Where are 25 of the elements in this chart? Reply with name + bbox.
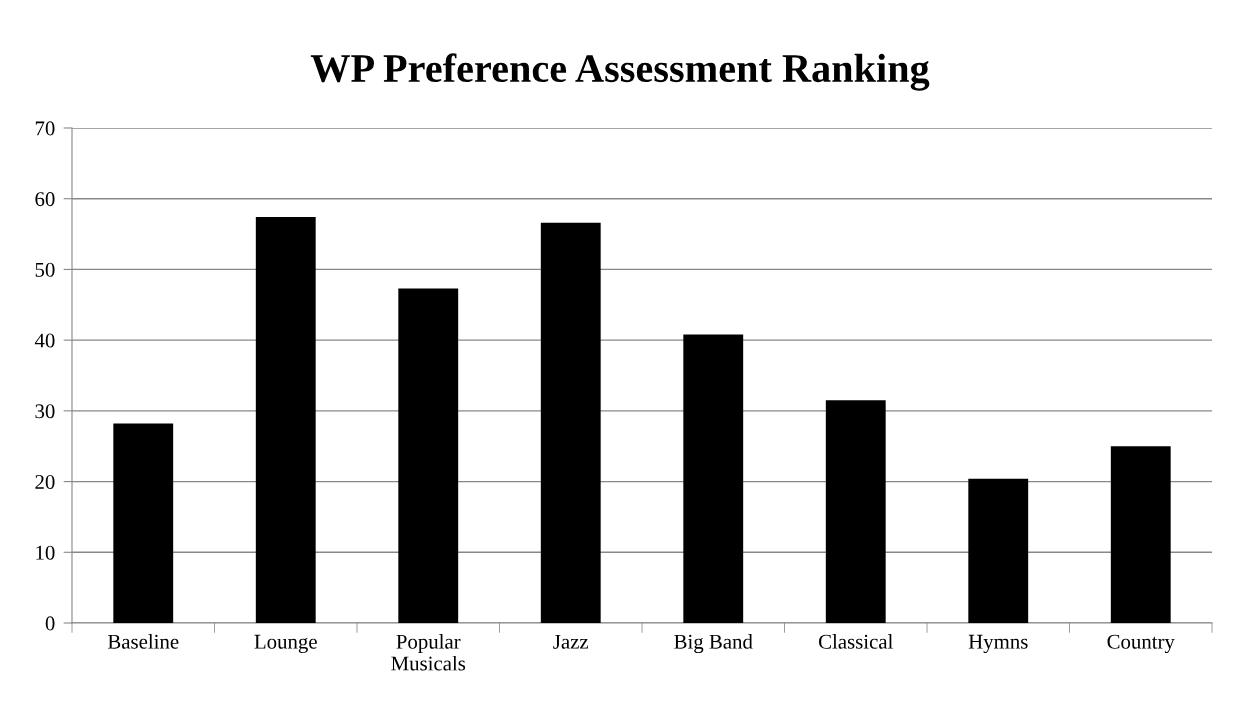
y-tick-label: 70 [35, 121, 55, 136]
bar [1110, 446, 1171, 623]
y-tick-label: 50 [35, 262, 55, 277]
y-tick-label: 10 [36, 545, 55, 560]
x-tick-label: Hymns [968, 634, 1028, 653]
x-tick-label: Popular Musicals [391, 634, 466, 671]
bar [825, 400, 886, 623]
y-tick-label: 30 [35, 404, 55, 419]
y-tick-label: 40 [34, 333, 55, 348]
x-tick-label: Baseline [107, 634, 179, 649]
bar [255, 217, 316, 623]
bar [398, 288, 459, 623]
bar [683, 334, 744, 623]
y-tick-label: 20 [35, 474, 55, 489]
x-tick-label: Country [1107, 634, 1175, 653]
chart-title: WP Preference Assessment Ranking [310, 53, 930, 91]
bar [968, 478, 1029, 623]
bar [113, 423, 174, 623]
x-tick-label: Lounge [254, 634, 317, 653]
x-tick-label: Classical [819, 634, 893, 649]
y-tick-label: 0 [45, 616, 55, 631]
x-tick-label: Jazz [553, 634, 589, 649]
bar [540, 222, 601, 623]
x-tick-label: Big Band [674, 634, 753, 654]
y-tick-label: 60 [35, 192, 55, 207]
